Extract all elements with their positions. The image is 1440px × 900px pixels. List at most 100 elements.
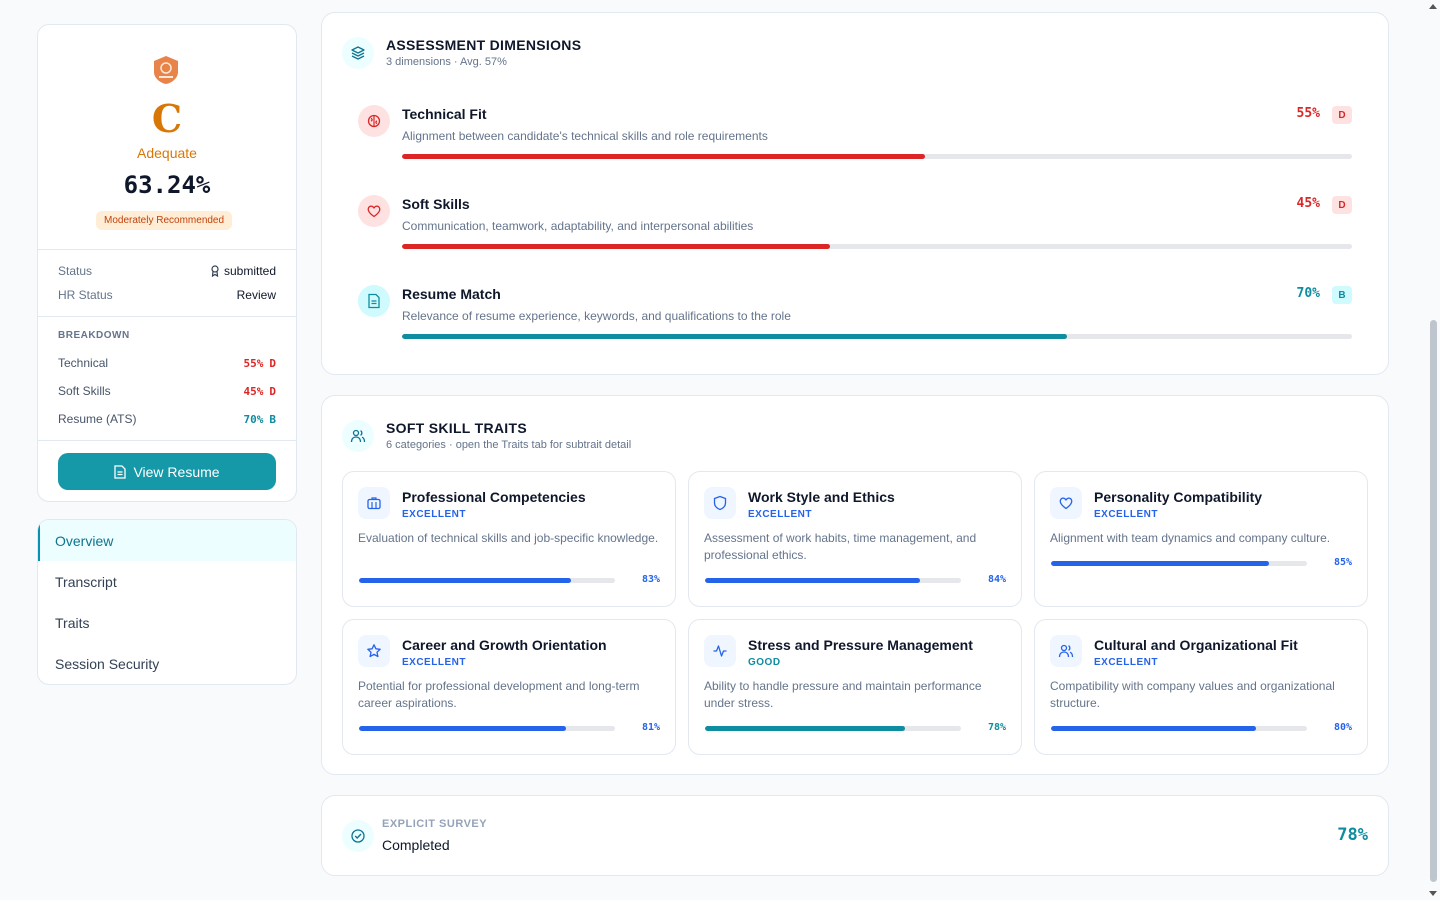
nav-item-transcript[interactable]: Transcript <box>38 561 296 602</box>
brain-icon <box>358 105 390 137</box>
trait-progress-fill <box>705 578 921 583</box>
breakdown-grade: D <box>269 384 276 398</box>
scroll-up-icon[interactable] <box>1429 4 1437 9</box>
check-circle-icon <box>342 820 374 852</box>
scroll-thumb[interactable] <box>1430 320 1437 882</box>
breakdown-value: 45% D <box>244 385 277 398</box>
dimension-name: Technical Fit <box>402 106 487 122</box>
trait-progress-fill <box>1051 561 1269 566</box>
traits-title: SOFT SKILL TRAITS <box>386 420 527 436</box>
assessment-subtitle: 3 dimensions · Avg. 57% <box>386 56 507 68</box>
award-icon <box>211 265 219 277</box>
dimension-percent: 55% <box>1296 106 1320 121</box>
divider <box>38 316 296 317</box>
dimension-progress-fill <box>402 154 925 159</box>
trait-percent: 80% <box>1333 722 1352 733</box>
dimension-progress-fill <box>402 334 1067 339</box>
trait-name: Career and Growth Orientation <box>402 637 607 653</box>
document-icon <box>114 464 127 479</box>
breakdown-row: Technical 55% D <box>58 354 276 372</box>
trait-progress-track <box>359 726 615 731</box>
trait-percent: 78% <box>987 722 1006 733</box>
survey-status: Completed <box>382 837 450 853</box>
trait-name: Professional Competencies <box>402 489 586 505</box>
trait-name: Stress and Pressure Management <box>748 637 973 653</box>
breakdown-label: Technical <box>58 356 109 370</box>
breakdown-value: 55% D <box>244 357 277 370</box>
trait-name: Work Style and Ethics <box>748 489 895 505</box>
breakdown-label: Resume (ATS) <box>58 412 137 426</box>
overall-score: 63.24% <box>123 171 211 199</box>
trait-level: EXCELLENT <box>748 509 812 520</box>
dimension-progress-track <box>402 154 1352 159</box>
trait-card[interactable]: Cultural and Organizational Fit EXCELLENT… <box>1034 619 1368 755</box>
trait-description: Evaluation of technical skills and job-s… <box>358 531 659 545</box>
breakdown-percent: 55% <box>243 356 264 370</box>
status-text: submitted <box>223 264 276 278</box>
hr-status-row: HR Status Review <box>58 286 276 304</box>
dimension-percent: 70% <box>1296 286 1320 301</box>
breakdown-grade: B <box>269 412 276 426</box>
trait-description: Compatibility with company values and or… <box>1050 679 1335 710</box>
breakdown-value: 70% B <box>244 413 277 426</box>
dimension-name: Resume Match <box>402 286 501 302</box>
trait-card[interactable]: Stress and Pressure Management GOOD Abilit… <box>688 619 1022 755</box>
dimension-description: Communication, teamwork, adaptability, a… <box>402 219 754 233</box>
users-icon <box>1050 635 1082 667</box>
trait-card[interactable]: Work Style and Ethics EXCELLENT Assessment… <box>688 471 1022 607</box>
nav-item-traits[interactable]: Traits <box>38 602 296 643</box>
heart-icon <box>358 195 390 227</box>
survey-label: EXPLICIT SURVEY <box>382 818 488 830</box>
assessment-title: ASSESSMENT DIMENSIONS <box>386 37 582 53</box>
soft-skill-traits-section: SOFT SKILL TRAITS 6 categories · open th… <box>321 395 1389 775</box>
trait-progress-fill <box>359 726 567 731</box>
breakdown-row: Soft Skills 45% D <box>58 382 276 400</box>
heart-icon <box>1050 487 1082 519</box>
dimension-row: Soft Skills Communication, teamwork, adap… <box>358 195 1352 255</box>
page-scrollbar[interactable] <box>1427 0 1439 900</box>
score-card: C Adequate 63.24% Moderately Recommended… <box>37 24 297 502</box>
status-label: Status <box>58 264 93 278</box>
dimension-grade: D <box>1332 106 1352 124</box>
traits-subtitle: 6 categories · open the Traits tab for s… <box>386 439 632 451</box>
shield-icon <box>704 487 736 519</box>
trait-card[interactable]: Career and Growth Orientation EXCELLENT Po… <box>342 619 676 755</box>
trait-percent: 83% <box>641 574 660 585</box>
dimension-grade: B <box>1332 286 1352 304</box>
hr-status-label: HR Status <box>58 288 113 302</box>
trait-progress-track <box>359 578 615 583</box>
recommendation-badge: Moderately Recommended <box>96 211 233 230</box>
trait-card[interactable]: Personality Compatibility EXCELLENT Alignm… <box>1034 471 1368 607</box>
nav-item-overview[interactable]: Overview <box>38 520 296 561</box>
trait-level: GOOD <box>748 657 781 668</box>
survey-percent: 78% <box>1337 825 1368 845</box>
trait-level: EXCELLENT <box>402 657 466 668</box>
briefcase-icon <box>358 487 390 519</box>
nav-item-session-security[interactable]: Session Security <box>38 643 296 684</box>
breakdown-percent: 45% <box>243 384 264 398</box>
view-resume-label: View Resume <box>133 463 220 480</box>
trait-description: Potential for professional development a… <box>358 679 640 710</box>
scroll-down-icon[interactable] <box>1429 891 1437 896</box>
status-row: Status submitted <box>58 262 276 280</box>
trait-progress-fill <box>359 578 572 583</box>
divider <box>38 249 296 250</box>
nav-item-label: Overview <box>55 532 114 549</box>
trait-percent: 84% <box>987 574 1006 585</box>
trait-level: EXCELLENT <box>1094 657 1158 668</box>
dimension-name: Soft Skills <box>402 196 470 212</box>
trait-percent: 81% <box>641 722 660 733</box>
trait-name: Personality Compatibility <box>1094 489 1263 505</box>
explicit-survey-section: EXPLICIT SURVEY Completed 78% <box>321 795 1389 876</box>
nav-item-label: Traits <box>55 614 90 631</box>
nav-item-label: Transcript <box>55 573 117 590</box>
breakdown-grade: D <box>269 356 276 370</box>
trait-level: EXCELLENT <box>402 509 466 520</box>
trait-level: EXCELLENT <box>1094 509 1158 520</box>
trait-description: Ability to handle pressure and maintain … <box>704 679 982 710</box>
section-nav: Overview Transcript Traits Session Security <box>37 519 297 685</box>
view-resume-button[interactable]: View Resume <box>58 453 276 490</box>
trait-card[interactable]: Professional Competencies EXCELLENT Evalua… <box>342 471 676 607</box>
assessment-dimensions-section: ASSESSMENT DIMENSIONS 3 dimensions · Avg… <box>321 12 1389 375</box>
hr-status-value: Review <box>236 288 276 302</box>
